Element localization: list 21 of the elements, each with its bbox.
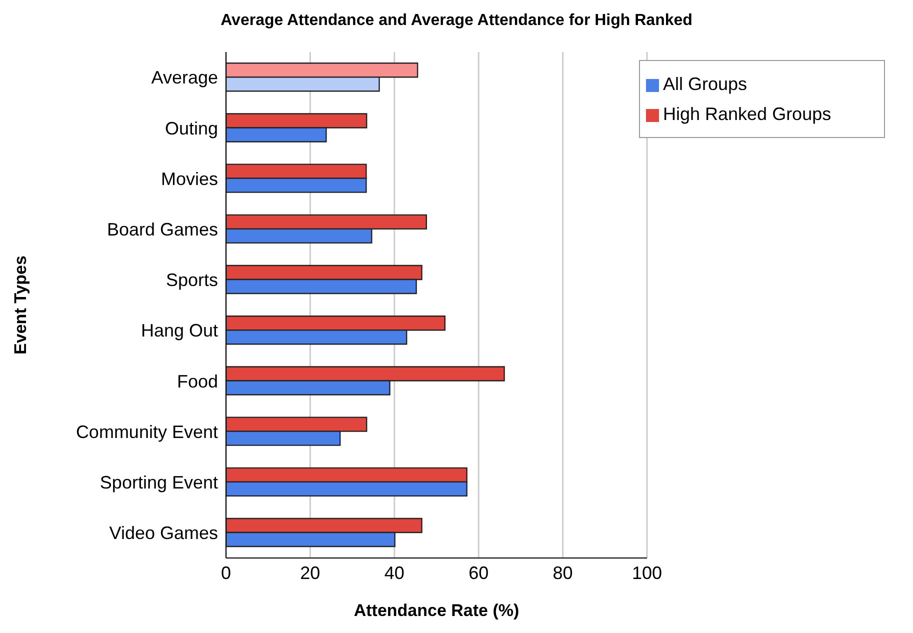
chart-title: Average Attendance and Average Attendance for High Ranked	[220, 11, 694, 31]
y-tick-label: Movies	[160, 168, 218, 189]
y-tick-label: Hang Out	[140, 320, 218, 341]
y-axis-title: Event Types	[11, 256, 30, 354]
x-tick-label: 40	[384, 562, 404, 583]
x-tick-label: 20	[300, 562, 320, 583]
y-tick-label: Sports	[166, 270, 218, 290]
x-tick-label: 0	[220, 562, 232, 583]
x-axis-title: Attendance Rate (%)	[354, 601, 520, 620]
legend-label: All Groups	[663, 74, 748, 94]
y-tick-label: Video Games	[109, 523, 218, 544]
x-tick-label: 80	[552, 562, 573, 583]
y-tick-label: Sporting Event	[100, 472, 218, 492]
y-tick-label: Outing	[164, 118, 218, 138]
y-tick-label: Community Event	[76, 422, 218, 442]
x-tick-label: 100	[632, 562, 662, 583]
y-tick-label: Average	[151, 68, 218, 88]
legend-label: High Ranked Groups	[663, 104, 832, 124]
y-tick-label: Food	[176, 371, 218, 392]
x-tick-label: 60	[468, 562, 489, 583]
y-tick-label: Board Games	[106, 219, 218, 240]
